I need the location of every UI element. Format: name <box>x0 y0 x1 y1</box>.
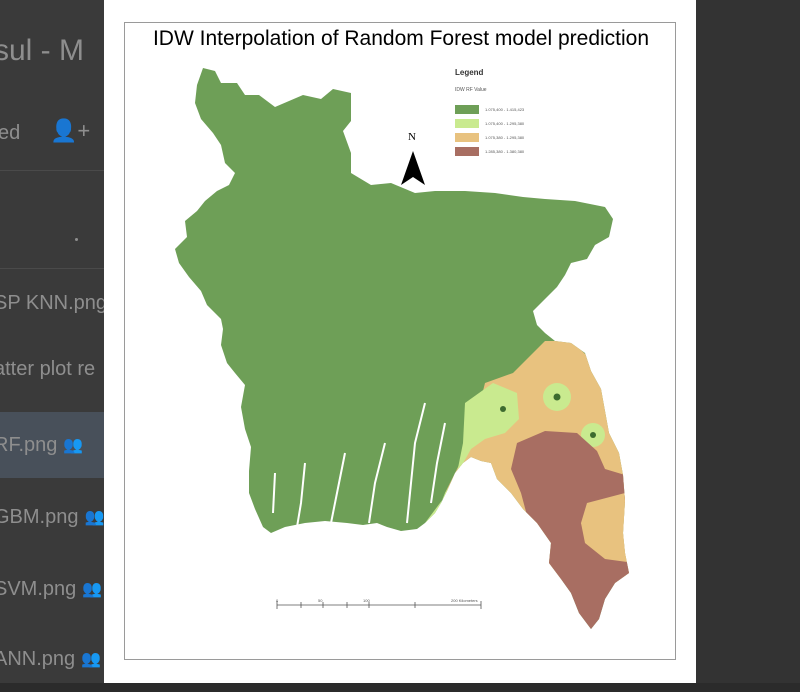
sample-point <box>500 406 506 412</box>
map-title: IDW Interpolation of Random Forest model… <box>152 27 650 50</box>
legend-swatch <box>455 133 479 142</box>
background-title: sul - M <box>0 34 84 67</box>
file-list-item[interactable]: GBM.png 👥 <box>0 484 110 550</box>
background-share-label: ed <box>0 122 21 144</box>
shared-people-icon: 👥 <box>63 437 84 454</box>
legend-label: 1.075,400 - 1.415,423 <box>485 107 525 112</box>
image-viewer: IDW Interpolation of Random Forest model… <box>104 0 696 683</box>
legend-subtitle: IDW RF Value <box>455 87 487 93</box>
map-canvas <box>175 68 629 629</box>
file-name: SP KNN.png <box>0 291 108 314</box>
file-name: RF.png <box>0 433 58 456</box>
legend-item: 1.285,380 - 1.380,380 <box>455 147 524 156</box>
scale-bar <box>276 601 482 609</box>
legend-title: Legend <box>455 68 484 77</box>
shared-people-icon: 👥 <box>81 651 102 668</box>
legend-label: 1.075,400 - 1.295,380 <box>485 121 525 126</box>
sample-point <box>553 393 561 401</box>
file-list-item[interactable]: atter plot re <box>0 336 110 402</box>
legend-swatch <box>455 105 479 114</box>
shared-people-icon: 👥 <box>82 581 103 598</box>
file-name: ANN.png <box>0 647 76 670</box>
legend-label: 1.285,380 - 1.380,380 <box>485 149 525 154</box>
file-name: atter plot re <box>0 357 96 380</box>
legend-item: 1.075,400 - 1.415,423 <box>455 105 524 114</box>
map-frame: IDW Interpolation of Random Forest model… <box>124 22 676 660</box>
legend-item: 1.075,400 - 1.295,380 <box>455 119 524 128</box>
background-right-panel <box>696 0 800 683</box>
file-list-item[interactable]: RF.png 👥 <box>0 412 110 478</box>
loading-dot <box>75 238 78 241</box>
legend-swatch <box>455 147 479 156</box>
sample-point <box>590 432 596 438</box>
zone-tan-south <box>581 493 629 563</box>
river-channels <box>272 402 446 528</box>
file-list-item[interactable]: SP KNN.png <box>0 270 110 336</box>
shared-people-icon: 👥 <box>84 509 105 526</box>
legend-swatch <box>455 119 479 128</box>
legend-item: 1.075,380 - 1.295,380 <box>455 133 524 142</box>
north-arrow-icon <box>401 151 425 185</box>
scale-label: 200 Kilometers <box>451 598 478 603</box>
scale-label: 50 <box>318 598 323 603</box>
file-name: GBM.png <box>0 505 79 528</box>
file-name: SVM.png <box>0 577 77 600</box>
file-list-item[interactable]: SVM.png 👥 <box>0 556 110 622</box>
add-person-icon[interactable]: 👤+ <box>50 118 91 143</box>
north-label: N <box>408 131 416 143</box>
file-list-item[interactable]: ANN.png 👥 <box>0 626 110 692</box>
legend-label: 1.075,380 - 1.295,380 <box>485 135 525 140</box>
scale-label: 0 <box>276 598 279 603</box>
scale-label: 100 <box>363 598 370 603</box>
